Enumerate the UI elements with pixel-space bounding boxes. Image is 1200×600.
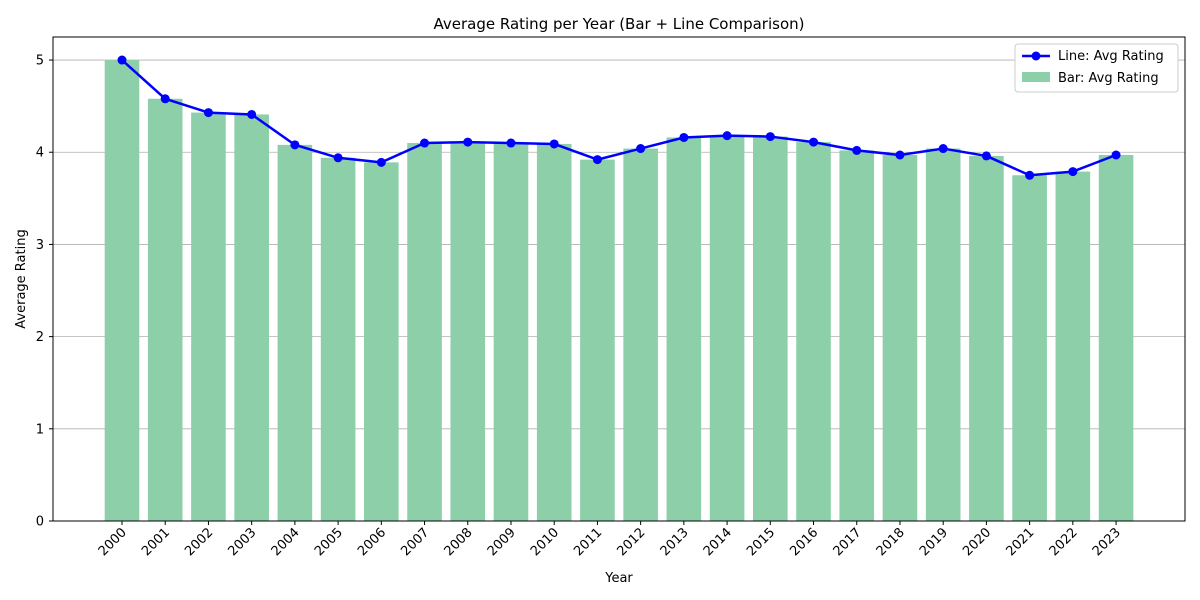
line-point-2013: [679, 132, 689, 142]
line-point-2017: [852, 145, 862, 155]
line-point-2007: [420, 138, 430, 148]
y-tick-label: 2: [36, 330, 44, 345]
bar-2018: [882, 155, 918, 521]
legend-label-line: Line: Avg Rating: [1058, 49, 1164, 64]
legend-line-marker: [1031, 51, 1041, 61]
bar-2010: [536, 143, 572, 521]
bar-2003: [234, 114, 269, 521]
bar-2016: [796, 142, 831, 521]
line-point-2000: [117, 55, 127, 65]
bar-2014: [709, 135, 745, 522]
plot-frame: [52, 36, 1186, 522]
x-axis-label: Year: [604, 571, 633, 586]
bar-2012: [623, 148, 658, 521]
line-point-2010: [549, 139, 559, 149]
bar-2009: [493, 143, 529, 521]
bar-2004: [277, 144, 313, 521]
bar-2021: [1012, 175, 1047, 522]
line-point-2023: [1111, 150, 1121, 160]
chart-title: Average Rating per Year (Bar + Line Comp…: [433, 15, 804, 33]
line-point-2015: [765, 132, 775, 142]
line-point-2020: [981, 151, 991, 161]
line-point-2001: [160, 94, 170, 104]
bar-2017: [839, 150, 875, 521]
line-point-2019: [938, 144, 948, 154]
line-point-2002: [203, 108, 213, 118]
bar-2002: [191, 112, 226, 521]
bar-2007: [407, 143, 442, 521]
line-point-2018: [895, 150, 905, 160]
line-series: [117, 55, 1121, 180]
line-point-2009: [506, 138, 516, 148]
line-point-2006: [376, 157, 386, 167]
line-point-2022: [1068, 167, 1078, 177]
line-point-2004: [290, 140, 300, 150]
bar-2013: [666, 137, 702, 522]
line-point-2008: [463, 137, 473, 147]
bar-2001: [147, 98, 183, 522]
line-point-2003: [247, 109, 257, 119]
bar-2000: [104, 60, 140, 522]
bar-2011: [580, 159, 615, 521]
line-point-2014: [722, 131, 732, 141]
bars: [104, 60, 1134, 522]
legend-box: [1014, 43, 1179, 93]
y-axis-label: Average Rating: [14, 229, 29, 328]
y-tick-label: 3: [36, 238, 44, 253]
y-tick-label: 0: [36, 515, 44, 530]
bar-2005: [320, 157, 356, 521]
line-point-2012: [636, 144, 646, 154]
line-point-2005: [333, 153, 343, 163]
line-point-2021: [1025, 170, 1035, 180]
line-point-2016: [809, 137, 819, 147]
y-tick-label: 1: [36, 422, 44, 437]
line-point-2011: [592, 155, 602, 165]
bar-2015: [753, 136, 788, 521]
bar-2019: [925, 148, 961, 521]
bar-2006: [364, 162, 399, 522]
y-tick-label: 4: [36, 146, 44, 161]
legend-label-bar: Bar: Avg Rating: [1058, 71, 1159, 86]
bar-2022: [1055, 171, 1091, 522]
legend: Line: Avg Rating Bar: Avg Rating: [1014, 43, 1179, 93]
avg-rating-line: [121, 59, 1117, 177]
bar-2020: [969, 155, 1004, 521]
legend-bar-swatch: [1022, 72, 1050, 82]
y-axis-ticks: 0 1 2 3 4 5: [36, 54, 53, 530]
bar-2008: [450, 142, 486, 521]
bar-2023: [1098, 155, 1134, 521]
y-tick-label: 5: [36, 54, 44, 69]
